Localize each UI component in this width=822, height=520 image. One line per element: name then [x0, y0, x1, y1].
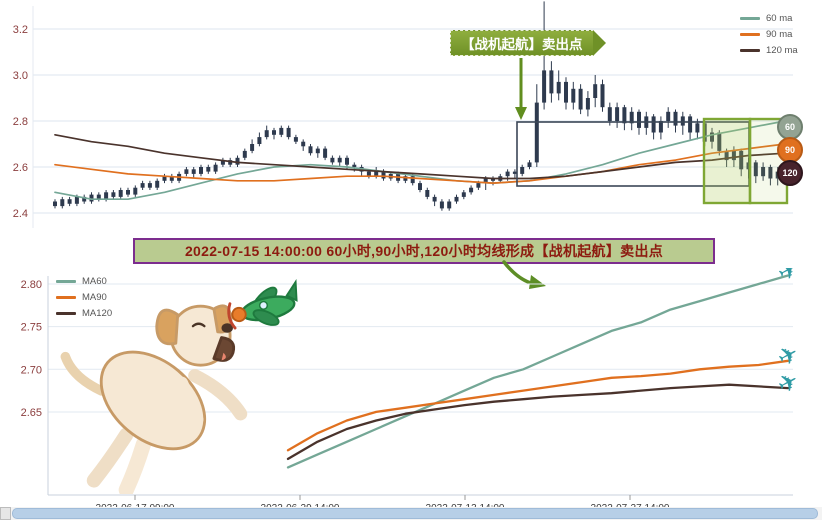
- legend-line-swatch: [740, 17, 760, 20]
- callout-arrow-tip: [592, 30, 606, 56]
- top-chart-legend: 60 ma 90 ma 120 ma: [740, 13, 798, 56]
- svg-text:2.70: 2.70: [21, 364, 42, 376]
- legend-label: MA60: [82, 276, 107, 287]
- callout-down-arrow-icon: [515, 107, 527, 120]
- horizontal-scrollbar-thumb[interactable]: [12, 508, 818, 519]
- legend-label: 120 ma: [766, 45, 798, 56]
- legend-item-ma120: MA120: [56, 308, 112, 319]
- sell-point-callout-label: 【战机起航】卖出点: [461, 37, 583, 52]
- svg-text:2.4: 2.4: [13, 208, 28, 220]
- legend-item-90ma: 90 ma: [740, 29, 798, 40]
- svg-text:2.6: 2.6: [13, 162, 28, 174]
- candlestick-chart: 3.2 3.0 2.8 2.6 2.4: [13, 1, 793, 228]
- legend-label: 60 ma: [766, 13, 793, 24]
- scrollbar-corner: [0, 507, 11, 520]
- legend-line-swatch: [56, 296, 76, 299]
- legend-line-swatch: [740, 49, 760, 52]
- sell-point-callout: 【战机起航】卖出点: [450, 30, 606, 56]
- svg-text:3.2: 3.2: [13, 24, 28, 36]
- legend-label: 90 ma: [766, 29, 793, 40]
- legend-line-swatch: [56, 312, 76, 315]
- svg-text:2.65: 2.65: [21, 407, 42, 419]
- legend-item-ma60: MA60: [56, 276, 112, 287]
- svg-text:2.8: 2.8: [13, 116, 28, 128]
- legend-item-ma90: MA90: [56, 292, 112, 303]
- bottom-chart-legend: MA60 MA90 MA120: [56, 276, 112, 319]
- legend-line-swatch: [56, 280, 76, 283]
- legend-item-120ma: 120 ma: [740, 45, 798, 56]
- svg-text:2.80: 2.80: [21, 279, 42, 291]
- legend-label: MA120: [82, 308, 113, 319]
- signal-banner: 2022-07-15 14:00:00 60小时,90小时,120小时均线形成【…: [133, 238, 715, 264]
- legend-label: MA90: [82, 292, 107, 303]
- svg-text:3.0: 3.0: [13, 70, 28, 82]
- ma60-badge: 60: [777, 114, 803, 140]
- svg-text:2.75: 2.75: [21, 322, 42, 334]
- ma-line-chart: 2.802.752.702.652022-06-17 09:002022-06-…: [21, 268, 804, 514]
- legend-line-swatch: [740, 33, 760, 36]
- ma120-badge: 120: [777, 160, 803, 186]
- airplane-icon: ✈: [773, 367, 803, 400]
- legend-item-60ma: 60 ma: [740, 13, 798, 24]
